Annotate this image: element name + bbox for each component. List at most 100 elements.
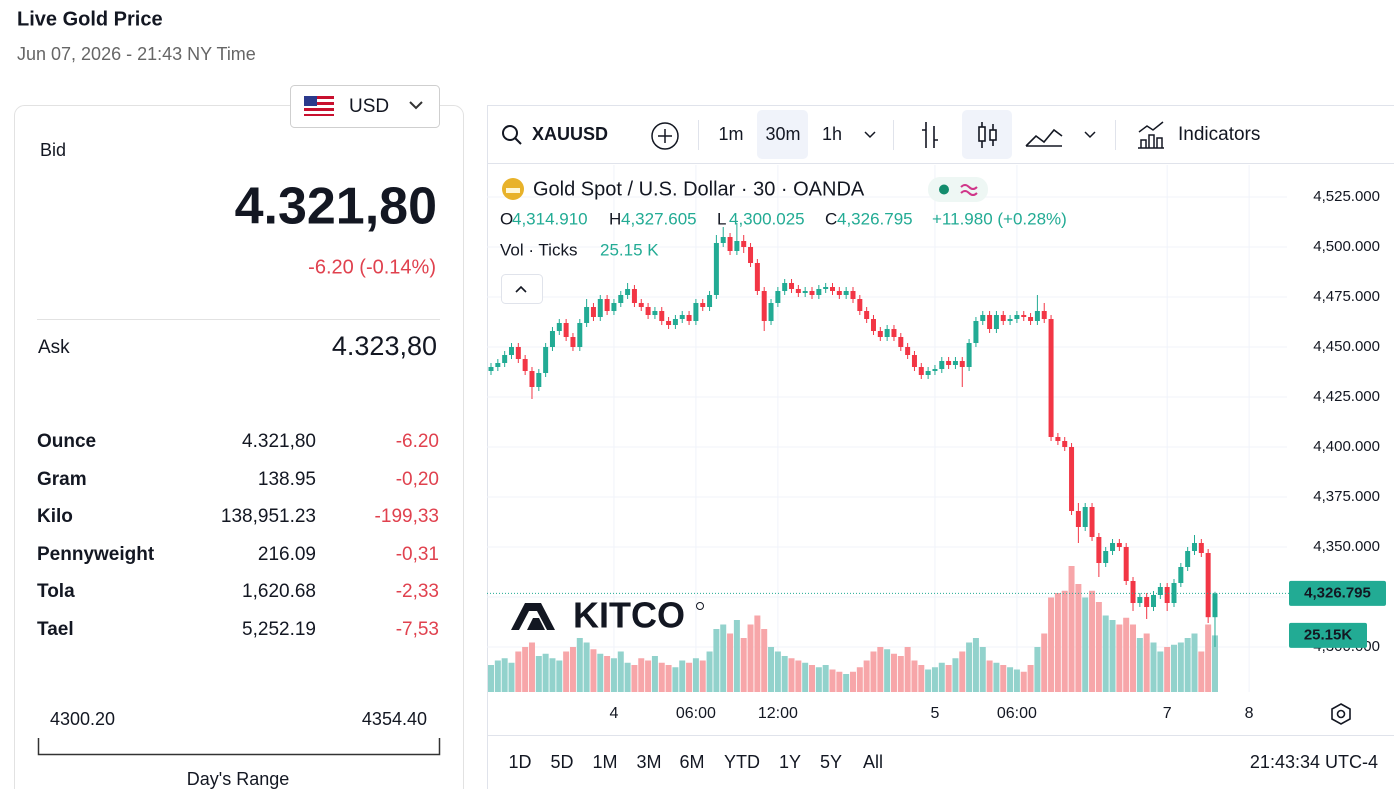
range-button[interactable]: 3M xyxy=(636,752,661,772)
unit-table: Ounce 4.321,80 -6.20 Gram 138.95 -0,20 Kilo 138… xyxy=(37,431,439,640)
candle-body xyxy=(768,303,774,321)
candle-body xyxy=(686,315,692,321)
price-card xyxy=(14,105,464,789)
volume-bar xyxy=(849,671,856,692)
candle-body xyxy=(939,361,945,369)
volume-bar xyxy=(918,665,925,692)
range-button[interactable]: 5D xyxy=(550,752,573,772)
unit-price: 138.95 xyxy=(258,469,316,490)
market-status-dot xyxy=(939,184,949,195)
volume-bar xyxy=(501,658,508,692)
candle-body xyxy=(864,311,870,319)
style-menu[interactable] xyxy=(1084,131,1096,139)
watermark-logo xyxy=(511,603,555,630)
x-tick-label: 7 xyxy=(1163,705,1172,722)
settings-button[interactable] xyxy=(1331,703,1351,725)
volume-bar xyxy=(1013,669,1020,692)
ohlc-label: C xyxy=(825,209,837,228)
volume-bar xyxy=(1082,597,1089,692)
volume-bar xyxy=(651,656,658,692)
volume-bar xyxy=(1198,651,1205,692)
range-bracket xyxy=(37,738,441,756)
area-style[interactable] xyxy=(1025,128,1063,147)
clock: 21:43:34 UTC-4 xyxy=(1250,752,1378,772)
interval-menu[interactable] xyxy=(864,131,876,139)
range-button[interactable]: YTD xyxy=(724,752,760,772)
volume-bar xyxy=(774,651,781,692)
candle-body xyxy=(563,323,569,337)
symbol[interactable]: XAUUSD xyxy=(532,124,608,144)
candles-style[interactable] xyxy=(978,122,997,148)
currency-label[interactable]: USD xyxy=(349,96,389,117)
volume-bar xyxy=(904,647,911,692)
candle-body xyxy=(659,311,665,321)
range-button[interactable]: 1Y xyxy=(779,752,801,772)
candle-body xyxy=(1212,593,1218,618)
candle-body xyxy=(1185,551,1191,567)
candle-body xyxy=(707,295,713,307)
compare-icon[interactable] xyxy=(651,122,679,150)
volume-bar xyxy=(1136,638,1143,692)
candle-body xyxy=(1205,553,1211,618)
candle-body xyxy=(823,287,829,289)
market-status[interactable] xyxy=(928,177,988,202)
x-tick-label: 06:00 xyxy=(676,705,716,722)
volume-bar xyxy=(692,658,699,692)
compare-button[interactable] xyxy=(651,122,679,150)
candle-body xyxy=(993,315,999,329)
flag-stripe xyxy=(304,114,334,116)
symbol-search[interactable]: XAUUSD xyxy=(502,124,608,145)
last-price-label: 4,326.795 xyxy=(1304,584,1371,601)
unit-change: -0,20 xyxy=(396,469,439,490)
ohlc-value: 4,326.795 xyxy=(837,209,913,228)
interval-active-bg xyxy=(757,110,808,159)
range-button[interactable]: 6M xyxy=(679,752,704,772)
volume-bar xyxy=(1130,624,1137,692)
candle-body xyxy=(918,367,924,375)
interval-button[interactable]: 30m xyxy=(765,124,800,144)
axis-overlay: 4,300.0004,325.0004,350.0004,375.0004,40… xyxy=(609,188,1386,722)
volume-bar xyxy=(699,660,706,692)
settings-icon[interactable] xyxy=(1331,703,1351,725)
candle-body xyxy=(857,299,863,311)
candle-body xyxy=(1157,587,1163,595)
indicators-icon[interactable] xyxy=(1138,121,1164,149)
unit-change: -0,31 xyxy=(396,544,439,565)
watermark: KITCO xyxy=(511,595,704,636)
volume-bar xyxy=(549,658,556,692)
candle-body xyxy=(652,311,658,315)
candle-body xyxy=(816,289,822,295)
candle-body xyxy=(577,323,583,347)
interval-button[interactable]: 1h xyxy=(822,124,842,144)
ohlc-change: +11.980 (+0.28%) xyxy=(932,209,1067,228)
flag-stripe xyxy=(304,96,334,99)
compare-icon xyxy=(658,129,672,143)
indicators-button[interactable]: Indicators xyxy=(1178,124,1260,145)
interval-button[interactable]: 1m xyxy=(718,124,743,144)
range-button[interactable]: All xyxy=(863,752,883,772)
unit-change: -7,53 xyxy=(396,619,439,640)
bars-style[interactable] xyxy=(922,122,938,148)
range-button[interactable]: 1M xyxy=(592,752,617,772)
volume-bar xyxy=(686,662,693,692)
volume-bar xyxy=(727,633,734,692)
volume-bar xyxy=(788,658,795,692)
range-button[interactable]: 1D xyxy=(508,752,531,772)
candle-body xyxy=(584,307,590,323)
volume-bar xyxy=(884,649,891,692)
candle-body xyxy=(700,303,706,307)
candle-body xyxy=(1096,537,1102,563)
volume-bar xyxy=(1020,671,1027,692)
ohlc-value: 4,314.910 xyxy=(512,209,588,228)
currency-select[interactable]: USD xyxy=(290,85,440,128)
volume-bar xyxy=(931,667,938,692)
volume-bar xyxy=(836,671,843,692)
candle-body xyxy=(1191,543,1197,551)
range-button[interactable]: 5Y xyxy=(820,752,842,772)
candle-body xyxy=(549,331,555,347)
y-tick-label: 4,375.000 xyxy=(1313,488,1380,505)
volume-bar xyxy=(829,669,836,692)
flag-canton xyxy=(304,96,317,106)
candle-body xyxy=(536,373,542,387)
